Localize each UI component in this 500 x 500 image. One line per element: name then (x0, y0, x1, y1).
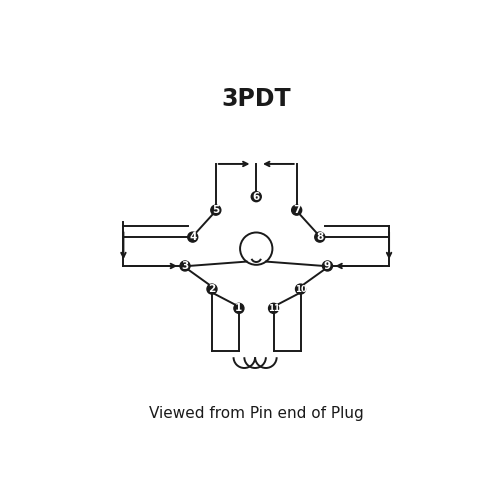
Circle shape (315, 232, 325, 242)
Text: 3: 3 (182, 261, 188, 271)
Text: 2: 2 (208, 284, 216, 294)
Text: 10: 10 (294, 284, 306, 294)
Circle shape (211, 205, 221, 215)
Circle shape (296, 284, 306, 294)
Circle shape (251, 192, 262, 202)
Circle shape (180, 261, 190, 271)
Circle shape (292, 205, 302, 215)
Text: 11: 11 (268, 304, 280, 313)
Circle shape (322, 261, 332, 271)
Text: 8: 8 (316, 232, 324, 242)
Text: 4: 4 (189, 232, 196, 242)
Text: 1: 1 (236, 304, 242, 314)
Text: 7: 7 (293, 205, 300, 215)
Circle shape (234, 304, 244, 314)
Circle shape (207, 284, 217, 294)
Circle shape (268, 304, 278, 314)
Text: 5: 5 (212, 205, 220, 215)
Circle shape (188, 232, 198, 242)
Text: 9: 9 (324, 261, 331, 271)
Text: 6: 6 (252, 192, 260, 202)
Text: 3PDT: 3PDT (222, 86, 291, 110)
Text: Viewed from Pin end of Plug: Viewed from Pin end of Plug (149, 406, 364, 421)
